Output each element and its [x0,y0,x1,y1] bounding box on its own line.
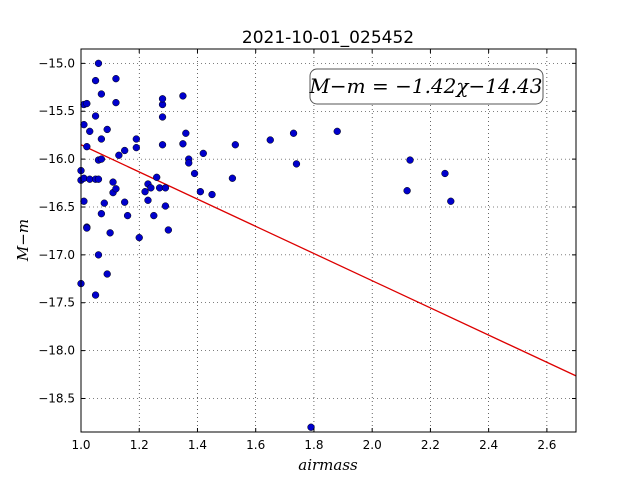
data-point [228,174,237,182]
data-point [447,197,455,205]
data-point [150,211,158,220]
data-point [83,143,91,151]
fit-line [80,144,577,377]
data-point [100,199,108,207]
y-tick-label: −17.5 [38,296,75,310]
data-point [83,99,91,108]
data-point [109,178,117,186]
data-point [121,146,129,155]
data-point [97,210,106,218]
data-point [153,173,161,181]
data-point [123,211,132,220]
data-point [83,224,91,232]
x-tick-label: 2.0 [363,438,382,452]
data-point [135,233,143,242]
y-tick-label: −16.0 [38,152,75,166]
y-axis-label: M−m [14,219,32,262]
data-points [77,59,455,431]
y-tick-label: −15.5 [38,104,75,118]
data-point [231,141,239,149]
data-point [406,156,414,164]
data-point [185,159,193,167]
data-point [94,59,103,68]
data-point [91,291,100,299]
data-point [112,98,120,107]
x-tick-label: 1.8 [304,438,323,452]
data-point [190,169,199,178]
data-point [158,141,167,149]
data-point [103,125,111,134]
data-point [333,127,341,135]
annotation-text: M−m = −1.42χ−14.43 [308,74,542,98]
y-tick-label: −18.0 [38,344,75,358]
data-point [307,423,315,431]
x-tick-label: 1.2 [130,438,149,452]
data-point [132,135,140,143]
data-point [179,140,187,148]
data-point [97,135,106,143]
data-point [158,113,167,121]
data-point [441,169,449,178]
data-point [158,95,167,103]
data-point [266,136,274,144]
data-point [97,90,106,98]
plot-frame [80,48,577,433]
data-point [289,129,298,137]
data-point [97,155,106,163]
data-point [164,226,173,234]
data-point [144,196,152,204]
x-tick-label: 2.4 [479,438,498,452]
x-tick-label: 2.6 [537,438,556,452]
data-point [208,190,216,199]
y-tick-label: −18.5 [38,391,75,405]
data-point [403,187,411,195]
y-tick-label: −16.5 [38,200,75,214]
data-point [161,184,170,192]
x-tick-label: 2.2 [421,438,440,452]
axis-ticks: 1.0 1.2 1.4 1.6 1.8 2.0 2.2 2.4 2.6 −15.0 −15.5 −16… [38,49,576,452]
fit-annotation: M−m = −1.42χ−14.43 [308,68,544,105]
x-axis-label: airmass [298,456,358,474]
data-point [103,270,111,278]
data-point [112,75,120,83]
data-point [147,184,155,192]
data-point [80,120,88,129]
data-point [94,175,103,183]
data-point [196,188,205,196]
grid [81,49,576,432]
data-point [91,76,100,85]
data-point [115,151,123,159]
data-point [112,185,120,193]
x-tick-label: 1.0 [71,438,90,452]
data-point [199,149,207,158]
chart-title: 2021-10-01_025452 [242,28,414,48]
data-point [86,127,94,135]
data-point [132,143,140,152]
y-tick-label: −15.0 [38,56,75,70]
data-point [141,188,149,196]
data-point [106,229,114,237]
data-point [182,129,190,137]
data-point [292,160,301,168]
data-point [121,198,129,206]
data-point [179,92,187,100]
data-point [161,202,170,210]
y-tick-label: −17.0 [38,248,75,262]
x-tick-label: 1.4 [188,438,207,452]
x-tick-label: 1.6 [246,438,265,452]
data-point [91,112,100,120]
annotation-box [309,68,544,105]
data-point [94,251,103,259]
data-point [80,197,88,205]
